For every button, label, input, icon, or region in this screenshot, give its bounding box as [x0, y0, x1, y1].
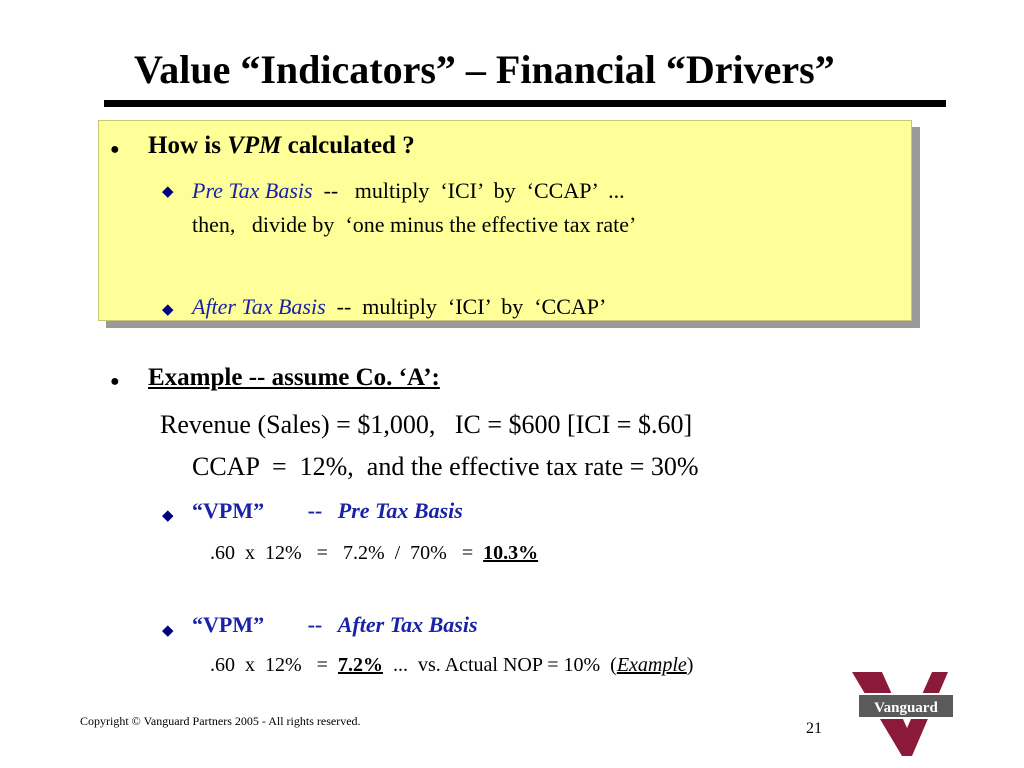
vpm-after-tax-dash: --: [307, 612, 323, 637]
example-line2: CCAP = 12%, and the effective tax rate =…: [192, 452, 699, 481]
after-tax-calc-expr: .60 x 12% =: [210, 654, 338, 676]
after-tax-line: After Tax Basis -- multiply ‘ICI’ by ‘CC…: [192, 294, 606, 320]
after-tax-tail-prefix: ... vs. Actual NOP = 10% (: [382, 654, 617, 676]
example-line1: Revenue (Sales) = $1,000, IC = $600 [ICI…: [160, 410, 693, 439]
pre-tax-text: -- multiply ‘ICI’ by ‘CCAP’ ...: [312, 178, 625, 203]
callout-box: [98, 120, 912, 321]
bullet-dot-icon: ●: [110, 141, 120, 158]
vpm-pre-tax-dash: --: [307, 498, 323, 523]
vpm-question-prefix: How is: [148, 132, 228, 159]
slide-title: Value “Indicators” – Financial “Drivers”: [134, 47, 835, 92]
vpm-pre-tax-quote: “VPM”: [192, 498, 265, 523]
pre-tax-line2: then, divide by ‘one minus the effective…: [192, 212, 637, 237]
after-tax-tail-suffix: ): [686, 654, 694, 676]
vpm-question-suffix: calculated ?: [281, 132, 415, 159]
diamond-bullet-icon: ◆: [162, 302, 174, 318]
vpm-question-vpm: VPM: [227, 132, 282, 159]
logo-banner: [857, 693, 955, 719]
pre-tax-label: Pre Tax Basis: [192, 178, 313, 203]
example-heading: Example -- assume Co. ‘A’:: [148, 364, 440, 391]
after-tax-result: 7.2%: [337, 654, 383, 676]
vpm-pre-tax-heading: “VPM” -- Pre Tax Basis: [192, 498, 463, 524]
vpm-after-tax-heading: “VPM” -- After Tax Basis: [192, 612, 478, 638]
page-number: 21: [806, 720, 822, 737]
pre-tax-result: 10.3%: [483, 542, 539, 564]
vpm-pre-tax-label: Pre Tax Basis: [337, 498, 463, 523]
diamond-bullet-icon: ◆: [162, 623, 174, 639]
after-tax-text: -- multiply ‘ICI’ by ‘CCAP’: [325, 294, 607, 319]
after-tax-tail-example: Example: [616, 654, 687, 676]
vpm-after-tax-label: After Tax Basis: [337, 612, 478, 637]
after-tax-label: After Tax Basis: [192, 294, 326, 319]
after-tax-calc: .60 x 12% = 7.2% ... vs. Actual NOP = 10…: [210, 654, 693, 677]
title-rule: [104, 100, 946, 107]
diamond-bullet-icon: ◆: [162, 184, 174, 200]
vanguard-logo: Vanguard: [852, 672, 955, 756]
copyright-notice: Copyright © Vanguard Partners 2005 - All…: [80, 714, 361, 728]
bullet-dot-icon: ●: [110, 373, 120, 390]
pre-tax-calc-expr: .60 x 12% = 7.2% / 70% =: [210, 542, 484, 564]
vpm-question: How is VPM calculated ?: [148, 132, 415, 160]
pre-tax-calc: .60 x 12% = 7.2% / 70% = 10.3%: [210, 542, 538, 565]
logo-text: Vanguard: [874, 700, 938, 716]
pre-tax-line: Pre Tax Basis -- multiply ‘ICI’ by ‘CCAP…: [192, 178, 625, 204]
vpm-after-tax-quote: “VPM”: [192, 612, 265, 637]
diamond-bullet-icon: ◆: [162, 508, 174, 524]
